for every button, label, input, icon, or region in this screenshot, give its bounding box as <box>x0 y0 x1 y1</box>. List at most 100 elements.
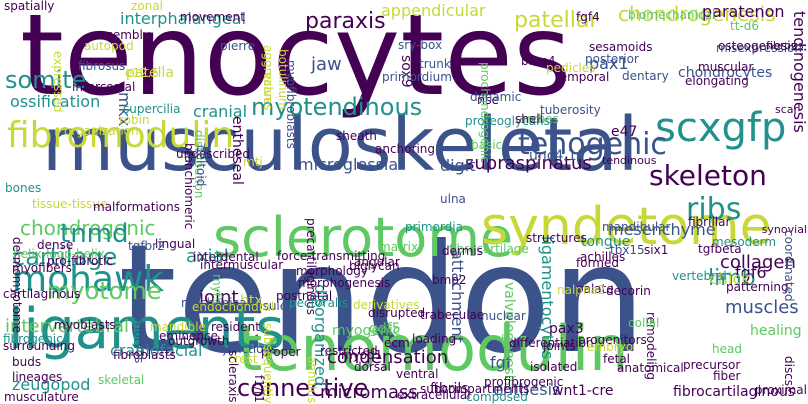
cloud-word: fibroblasts <box>113 348 176 362</box>
cloud-word: ribs <box>686 192 742 227</box>
cloud-word: deltoid <box>194 145 208 187</box>
cloud-word: shell <box>515 112 543 126</box>
cloud-word: condensation <box>327 347 449 368</box>
cloud-word: joints <box>543 339 576 353</box>
cloud-word: tgfbr2 <box>128 239 165 253</box>
cloud-word: palate <box>576 282 614 296</box>
cloud-word: e47 <box>611 124 638 140</box>
cloud-word: rise <box>477 93 499 107</box>
cloud-word: tbx15 <box>610 243 645 257</box>
cloud-word: biomechanical <box>628 8 716 22</box>
cloud-word: myogenic <box>332 323 401 339</box>
cloud-word: annulus <box>305 355 319 403</box>
cloud-word: chondrogenic <box>20 216 156 240</box>
cloud-word: intermuscular <box>200 258 284 272</box>
cloud-word: progenitors <box>578 333 647 347</box>
cloud-word: tnmd <box>60 219 129 249</box>
cloud-word: dynamic <box>470 90 522 104</box>
cloud-word: eminence <box>159 329 218 343</box>
cloud-word: cartilage <box>12 243 118 271</box>
cloud-word: mtj <box>243 155 263 169</box>
cloud-word: ossification <box>10 92 101 111</box>
cloud-word: muscular <box>698 60 754 74</box>
cloud-word: fgf6 <box>735 263 767 282</box>
cloud-word: fgf <box>490 353 512 372</box>
cloud-word: structures <box>526 231 587 245</box>
cloud-word: fiber <box>713 369 741 383</box>
cloud-word: scar <box>775 103 799 116</box>
cloud-word: crest <box>228 352 258 366</box>
cloud-word: mandible <box>150 320 206 334</box>
cloud-word: axial <box>186 246 229 267</box>
cloud-word: tt-d6 <box>730 19 759 33</box>
cloud-word: sheath <box>336 129 377 143</box>
cloud-word: helix-loop-helix <box>13 247 105 261</box>
cloud-word: fibrocartilage <box>449 242 529 256</box>
cloud-word: ligaments <box>8 297 285 362</box>
cloud-word: micromass <box>320 382 418 403</box>
cloud-word: botulinum <box>276 49 290 110</box>
cloud-word: mechanical <box>181 296 250 310</box>
cloud-word: fibrogenic <box>3 332 63 346</box>
cloud-word: myotome <box>47 277 162 305</box>
cloud-word: differentiation <box>509 336 594 350</box>
cloud-word: expressed <box>51 51 65 113</box>
cloud-word: chondrocytes <box>678 65 773 81</box>
cloud-word: nuclear <box>481 309 526 323</box>
cloud-word: myod1 <box>341 348 383 362</box>
cloud-word: morphogenesis <box>298 276 391 290</box>
cloud-word: paraxis <box>305 9 386 34</box>
cloud-word: decorin <box>606 284 651 298</box>
cloud-word: dorsal <box>354 360 391 374</box>
cloud-word: anchoring <box>375 142 435 156</box>
cloud-word: disrupted <box>368 306 426 320</box>
cloud-word: collal <box>628 316 660 330</box>
cloud-word: sesamoids <box>589 40 653 54</box>
cloud-word: synovial <box>761 223 807 236</box>
cloud-word: f1/f1 <box>252 375 266 403</box>
cloud-word: mandibular <box>602 220 671 234</box>
cloud-word: primordium <box>382 70 452 84</box>
cloud-word: e12.5 <box>125 66 160 80</box>
cloud-word: ecm <box>384 336 410 350</box>
cloud-word: skeletal <box>98 373 145 387</box>
cloud-word: unc4.1 <box>529 148 577 164</box>
cloud-word: embryo <box>587 340 634 354</box>
cloud-word: limb <box>708 266 756 291</box>
cloud-word: supraspinatus <box>465 153 592 174</box>
cloud-word: fibrocartilaginous <box>673 384 795 400</box>
cloud-word: biglycan <box>349 259 400 273</box>
cloud-word: attachment <box>448 250 467 343</box>
cloud-word: morphology <box>296 264 368 278</box>
cloud-word: junctions <box>223 342 278 356</box>
cloud-word: craniofacial <box>110 341 203 360</box>
cloud-word: vertebral <box>672 269 727 283</box>
cloud-word: patella <box>126 65 174 81</box>
cloud-word: surrounding <box>3 339 75 353</box>
cloud-word: pax3 <box>549 321 584 337</box>
cloud-word: patterning <box>726 280 789 294</box>
cloud-word: precursor <box>683 358 741 372</box>
cloud-word: anatomical <box>617 361 684 375</box>
cloud-word: btx <box>240 293 263 309</box>
cloud-word: postnatal <box>276 289 333 303</box>
cloud-word: somite <box>5 66 87 94</box>
cloud-word: collagen <box>720 252 796 273</box>
cloud-word: force-transmitting <box>277 249 386 263</box>
cloud-word: musculature <box>4 390 79 404</box>
cloud-word: appendicular <box>381 1 486 20</box>
cloud-word: scxgfp <box>655 105 787 151</box>
cloud-word: fetal <box>603 352 630 366</box>
cloud-word: zeugopod <box>12 375 91 394</box>
cloud-word: intercostal <box>72 80 136 94</box>
cloud-word: supercilia <box>123 102 181 116</box>
cloud-word: fibrosus <box>78 59 126 73</box>
cloud-word: proteoglycans <box>465 114 550 128</box>
cloud-word: subcompartments <box>420 382 530 396</box>
cloud-word: dense <box>37 238 74 252</box>
cloud-word: osteogenesis <box>718 39 797 53</box>
cloud-word: proper <box>261 345 301 359</box>
cloud-word: tissue-tissue <box>32 197 108 211</box>
cloud-word: coordinated <box>782 230 796 302</box>
